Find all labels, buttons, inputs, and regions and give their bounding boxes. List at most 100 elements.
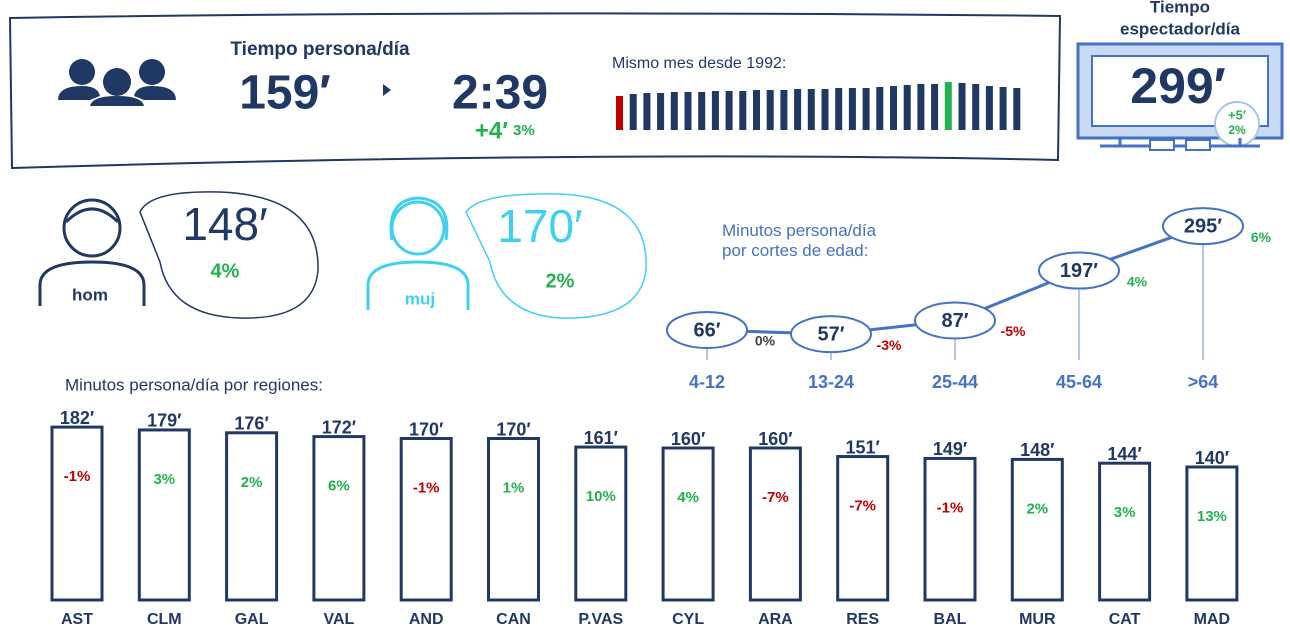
region-change: -7% <box>762 489 789 506</box>
region-bar <box>838 457 888 600</box>
region-bar <box>1012 459 1062 600</box>
region-category: P.VAS <box>578 611 623 628</box>
spark-bar <box>630 94 637 130</box>
region-bar <box>401 439 451 601</box>
man-change: 4% <box>211 260 240 282</box>
region-value: 182′ <box>60 408 94 428</box>
age-value: 197′ <box>1060 260 1098 282</box>
age-category: 4-12 <box>689 372 725 392</box>
age-category: 45-64 <box>1056 372 1102 392</box>
spark-bar <box>835 88 842 130</box>
region-change: 3% <box>153 471 175 488</box>
age-value: 87′ <box>941 310 968 332</box>
spark-bar <box>849 88 856 130</box>
region-value: 160′ <box>758 429 792 449</box>
spark-bar <box>671 92 678 130</box>
tv-change: +5′ <box>1228 107 1246 122</box>
spark-bar <box>657 93 664 130</box>
spark-bar <box>931 84 938 130</box>
region-value: 176′ <box>234 414 268 434</box>
man-value: 148′ <box>182 198 267 250</box>
spark-bar <box>986 86 993 130</box>
spark-bar <box>1013 88 1020 130</box>
region-change: -1% <box>64 468 91 485</box>
age-change: -5% <box>1001 323 1026 339</box>
spark-bar <box>808 89 815 130</box>
previous-value: 159′ <box>239 67 331 120</box>
arrow <box>383 84 391 96</box>
region-change: 13% <box>1197 508 1227 525</box>
current-value: 2:39 <box>452 67 548 120</box>
tv-title: Tiempo <box>1150 0 1210 16</box>
region-value: 151′ <box>846 437 880 457</box>
spark-bar <box>890 86 897 130</box>
woman-value: 170′ <box>497 200 582 252</box>
region-change: -7% <box>849 498 876 515</box>
spark-bar <box>753 90 760 130</box>
region-bar <box>139 430 189 600</box>
age-value: 295′ <box>1184 215 1222 237</box>
age-category: 13-24 <box>808 372 854 392</box>
change: +4′ <box>475 117 508 144</box>
region-bar <box>1100 463 1150 600</box>
woman-label: muj <box>405 289 435 308</box>
region-category: VAL <box>323 611 354 628</box>
region-category: ARA <box>758 611 793 628</box>
age-category: 25-44 <box>932 372 978 392</box>
spark-bar <box>822 89 829 130</box>
region-change: -1% <box>413 479 440 496</box>
region-category: GAL <box>235 611 269 628</box>
region-value: 172′ <box>322 417 356 437</box>
region-value: 160′ <box>671 429 705 449</box>
region-title: Minutos persona/día por regiones: <box>65 375 323 394</box>
region-change: 3% <box>1114 504 1136 521</box>
spark-bar <box>685 92 692 130</box>
spark-bar <box>726 91 733 130</box>
age-change: -3% <box>877 337 902 353</box>
spark-bar <box>712 91 719 130</box>
spark-bar <box>904 85 911 130</box>
tv-value: 299′ <box>1130 58 1225 114</box>
age-change: 4% <box>1127 273 1148 289</box>
header-title: Tiempo persona/día <box>230 39 410 60</box>
region-value: 149′ <box>933 439 967 459</box>
region-change: 2% <box>1026 500 1048 517</box>
tv-stand <box>1186 140 1210 150</box>
people-icon <box>58 59 176 106</box>
spark-bar <box>863 88 870 130</box>
spark-bar <box>767 90 774 130</box>
spark-bar <box>972 84 979 130</box>
man-label: hom <box>72 285 108 304</box>
region-change: -1% <box>937 499 964 516</box>
spark-bar <box>1000 87 1007 130</box>
tv-title: espectador/día <box>1120 19 1241 38</box>
age-change: 6% <box>1251 229 1272 245</box>
region-category: MAD <box>1194 611 1230 628</box>
region-category: AST <box>61 611 93 628</box>
region-bar <box>314 437 364 600</box>
region-value: 179′ <box>147 411 181 431</box>
spark-bar <box>959 83 966 130</box>
spark-bar <box>945 82 952 130</box>
age-category: >64 <box>1188 372 1219 392</box>
region-bar <box>750 448 800 600</box>
region-value: 148′ <box>1020 440 1054 460</box>
region-value: 161′ <box>584 428 618 448</box>
region-bar <box>227 433 277 600</box>
region-category: CAN <box>496 611 531 628</box>
region-value: 170′ <box>496 419 530 439</box>
age-title: Minutos persona/díapor cortes de edad: <box>722 221 877 260</box>
region-change: 1% <box>503 479 525 496</box>
woman-change: 2% <box>546 270 575 292</box>
region-category: BAL <box>934 611 967 628</box>
region-category: MUR <box>1019 611 1056 628</box>
spark-bar <box>794 89 801 130</box>
spark-bar <box>780 90 787 130</box>
region-change: 6% <box>328 478 350 495</box>
region-category: CLM <box>147 611 182 628</box>
spark-bar <box>698 92 705 130</box>
region-category: RES <box>846 611 879 628</box>
spark-bar <box>616 96 623 130</box>
region-value: 170′ <box>409 419 443 439</box>
tv-stand <box>1150 140 1174 150</box>
